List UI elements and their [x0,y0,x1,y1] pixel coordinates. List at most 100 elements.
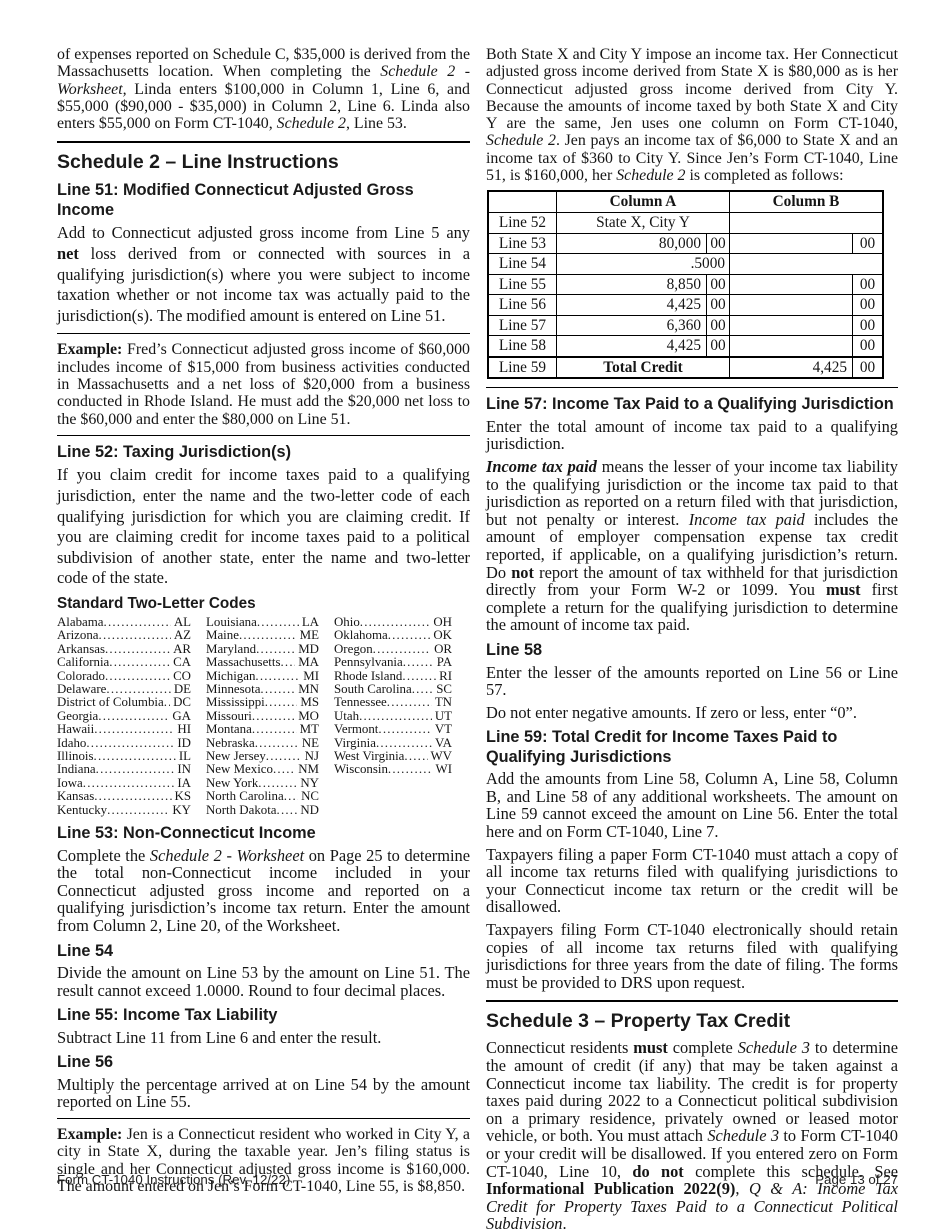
state-codes-column-1: Alabama AL Arizona AZ Arkansas [57,615,191,817]
state-code-row: Wisconsin WI [334,762,452,777]
dot-leader [107,804,169,817]
line52-column-a-value: State X, City Y [596,214,690,232]
line54-column-a-value: .5000 [690,255,725,273]
state-name: Arkansas [57,641,105,656]
state-code: WI [435,762,452,777]
state-code: NM [298,762,319,777]
dot-leader [284,790,298,803]
state-code: ME [299,628,319,643]
state-code: KS [174,789,191,804]
state-name: Colorado [57,668,105,683]
state-name: Oklahoma [334,628,388,643]
state-code-row: Oklahoma OK [334,628,452,643]
dot-leader [388,629,431,642]
table-header-row: Column A Column B [489,192,882,214]
line51-body: Add to Connecticut adjusted gross income… [57,223,470,325]
state-code: MT [299,722,319,737]
state-code-row: Alabama AL [57,615,191,629]
line53-heading: Line 53: Non-Connecticut Income [57,824,316,843]
state-code-row: South Carolina SC [334,682,452,697]
table-row-line56: Line 56 4,425 00 00 [489,294,882,315]
state-code-row: Massachusetts MA [206,655,319,669]
state-code-row: Arkansas AR [57,641,191,656]
state-name: North Carolina [206,789,284,804]
state-code: DE [173,682,191,697]
state-name: Minnesota [206,682,261,697]
state-name: Utah [334,708,360,723]
state-code: DC [173,695,191,710]
state-codes-heading: Standard Two-Letter Codes [57,595,256,612]
line57-body2: Income tax paid means the lesser of your… [486,457,898,635]
dot-leader [280,656,295,669]
line53-column-a-cents: 00 [706,233,729,254]
footer-form-title: Form CT-1040 Instructions (Rev. 12/22) [57,1172,291,1187]
state-name: New York [206,775,259,790]
table-row-line55: Line 55 8,850 00 00 [489,273,882,295]
line56-column-a-value: 4,425 [666,296,701,314]
line57-column-b-value [730,316,852,336]
dot-leader [252,723,297,736]
state-code: OR [434,641,452,656]
state-name: Maine [206,628,239,643]
state-code: MO [298,708,319,723]
schedule3-body: Connecticut residents must complete Sche… [486,1038,899,1230]
state-name: North Dakota [206,802,277,817]
dot-leader [387,696,432,709]
dot-leader [257,616,299,629]
row-label: Line 52 [489,213,557,233]
state-code-row: Pennsylvania PA [334,655,452,669]
state-code: CA [173,655,191,670]
state-code: MN [298,682,319,697]
state-code: HI [177,722,191,737]
state-code-row: Virginia VA [334,736,452,750]
dot-leader [239,629,297,642]
dot-leader [109,656,170,669]
row-label: Line 56 [489,295,557,315]
dot-leader [98,710,169,723]
dot-leader [86,737,174,750]
dot-leader [252,710,295,723]
state-code-row: Utah UT [334,708,452,723]
row-label: Line 58 [489,336,557,356]
line56-heading: Line 56 [57,1053,114,1072]
line59-column-b-value: 4,425 [812,358,847,376]
line52-body: If you claim credit for income taxes pai… [57,465,470,588]
line52-heading: Line 52: Taxing Jurisdiction(s) [57,442,292,461]
state-code-row: Hawaii HI [57,722,191,737]
example-divider [57,434,470,436]
line55-column-a-cents: 00 [706,274,729,295]
example-divider [486,387,898,389]
column-a-header: Column A [609,193,677,211]
state-code-row: Kentucky KY [57,803,191,817]
state-code: LA [301,615,319,629]
state-code: MD [298,641,319,656]
dot-leader [105,670,170,683]
state-name: Vermont [334,722,379,737]
state-code-row: Kansas KS [57,789,191,804]
example-jen-paragraph: Example: Jen is a Connecticut resident w… [57,1126,470,1195]
dot-leader [260,683,295,696]
example-fred-paragraph: Example: Fred’s Connecticut adjusted gro… [57,341,470,428]
row-label: Line 59 [489,357,557,378]
dot-leader [256,643,295,656]
state-code-row: Mississippi MS [206,696,319,710]
state-name: California [57,655,110,670]
state-code: SC [436,682,452,697]
state-name: District of Columbia [57,695,164,710]
state-name: Oregon [334,641,373,656]
column-b-header: Column B [772,193,840,211]
state-code: RI [439,668,452,683]
line53-column-b-value [730,234,852,254]
line57-heading: Line 57: Income Tax Paid to a Qualifying… [486,395,894,414]
line58-body1: Enter the lesser of the amounts reported… [486,662,898,700]
line59-body1: Add the amounts from Line 58, Column A, … [486,769,898,842]
state-code: NJ [304,749,319,764]
state-codes-column-2: Louisiana LA Maine ME Maryland [206,615,319,817]
state-code-row: Indiana IN [57,763,191,777]
line56-column-a-cents: 00 [706,295,729,315]
example-divider [57,333,470,335]
state-code-row: New Mexico NM [206,762,319,777]
state-name: Rhode Island [334,668,403,683]
